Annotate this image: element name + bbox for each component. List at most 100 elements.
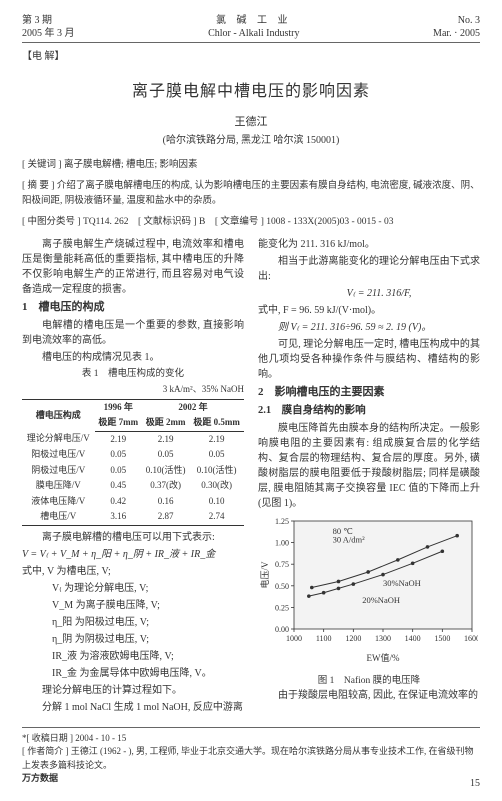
table-cell: 0.05	[95, 447, 142, 463]
issue-number: 第 3 期	[22, 14, 75, 27]
para-energy: 能变化为 211. 316 kJ/mol。	[258, 237, 480, 252]
journal-name-en: Chlor - Alkali Industry	[208, 27, 299, 40]
table-cell: 2.87	[142, 509, 189, 525]
para-calc-intro: 理论分解电压的计算过程如下。	[22, 683, 244, 698]
table-cell: 2.19	[142, 431, 189, 447]
formula-vr: V₍ = 211. 316/F,	[258, 286, 480, 301]
article-id-label: [ 文章编号 ]	[215, 217, 264, 227]
journal-name-cn: 氯 碱 工 业	[208, 14, 299, 27]
svg-text:1.00: 1.00	[275, 538, 289, 547]
svg-text:1600: 1600	[464, 634, 478, 643]
section-tag: 【电 解】	[22, 49, 480, 64]
svg-text:1200: 1200	[345, 634, 361, 643]
table-cell: 槽电压/V	[22, 509, 95, 525]
svg-text:0.75: 0.75	[275, 560, 289, 569]
classification-line: [ 中图分类号 ] TQ114. 262 [ 文献标识码 ] B [ 文章编号 …	[22, 215, 480, 229]
table1-caption: 表 1 槽电压构成的变化	[22, 367, 244, 381]
table-cell: 0.05	[142, 447, 189, 463]
received-date: *[ 收稿日期 ] 2004 - 10 - 15	[22, 732, 480, 746]
svg-text:0.00: 0.00	[275, 625, 289, 634]
page-footer: *[ 收稿日期 ] 2004 - 10 - 15 [ 作者简介 ] 王德江 (1…	[22, 727, 480, 792]
abstract-label: [ 摘 要 ]	[22, 181, 54, 191]
journal-header: 第 3 期 2005 年 3 月 氯 碱 工 业 Chlor - Alkali …	[22, 14, 480, 43]
th-gap7: 极距 7mm	[95, 415, 142, 431]
database-name: 万方数据	[22, 772, 58, 791]
sym-vr: V₍ 为理论分解电压, V;	[22, 581, 244, 596]
sym-eta-c: η_阴 为阴极过电压, V;	[22, 632, 244, 647]
table-cell: 3.16	[95, 509, 142, 525]
th-composition: 槽电压构成	[22, 399, 95, 431]
svg-text:0.25: 0.25	[275, 603, 289, 612]
clc-label: [ 中图分类号 ]	[22, 217, 81, 227]
para-membrane: 膜电压降首先由膜本身的结构所决定。一般影响膜电阻的主要因素有: 组成膜复合层的化…	[258, 421, 480, 511]
article-title: 离子膜电解中槽电压的影响因素	[22, 80, 480, 104]
abstract-text: 介绍了离子膜电解槽电压的构成, 认为影响槽电压的主要因素有膜自身结构, 电流密度…	[22, 181, 480, 206]
figure1-caption: 图 1 Nafion 膜的电压降	[258, 674, 480, 688]
sym-vm: V_M 为离子膜电压降, V;	[22, 598, 244, 613]
svg-text:EW值/%: EW值/%	[367, 652, 400, 663]
table-cell: 理论分解电压/V	[22, 431, 95, 447]
svg-text:30 A/dm²: 30 A/dm²	[333, 534, 366, 544]
right-column: 能变化为 211. 316 kJ/mol。 相当于此游离能变化的理论分解电压由下…	[258, 237, 480, 716]
table1-subcaption: 3 kA/m²、35% NaOH	[22, 383, 244, 397]
svg-text:20%NaOH: 20%NaOH	[362, 595, 400, 605]
para-derive: 相当于此游离能变化的理论分解电压由下式求出:	[258, 254, 480, 284]
para-F: 式中, F = 96. 59 kJ/(V·mol)。	[258, 303, 480, 318]
table-cell: 0.30(改)	[189, 478, 244, 494]
table-cell: 2.74	[189, 509, 244, 525]
table-cell: 0.45	[95, 478, 142, 494]
th-1996: 1996 年	[95, 399, 142, 415]
para-conclusion: 可见, 理论分解电压一定时, 槽电压构成中的其他几项均受各种操作条件与膜结构、槽…	[258, 337, 480, 382]
keywords-line: [ 关键词 ] 离子膜电解槽; 槽电压; 影响因素	[22, 158, 480, 173]
keywords-text: 离子膜电解槽; 槽电压; 影响因素	[64, 160, 198, 170]
para-1-2: 槽电压的构成情况见表 1。	[22, 350, 244, 365]
para-decompose: 分解 1 mol NaCl 生成 1 mol NaOH, 反应中游离	[22, 700, 244, 715]
table-cell: 阴极过电压/V	[22, 463, 95, 479]
table-cell: 0.10(活性)	[189, 463, 244, 479]
formula-vr-val: 则 V₍ = 211. 316÷96. 59 ≈ 2. 19 (V)。	[258, 320, 480, 335]
th-2002: 2002 年	[142, 399, 244, 415]
main-formula: V = V₍ + V_M + η_阳 + η_阴 + IR_液 + IR_金	[22, 547, 244, 562]
table-cell: 液体电压降/V	[22, 494, 95, 510]
formula-where: 式中, V 为槽电压, V;	[22, 564, 244, 579]
para-1-1: 电解槽的槽电压是一个重要的参数, 直接影响到电流效率的高低。	[22, 318, 244, 348]
svg-text:30%NaOH: 30%NaOH	[383, 577, 421, 587]
affiliation: (哈尔滨铁路分局, 黑龙江 哈尔滨 150001)	[22, 133, 480, 148]
table-cell: 0.10(活性)	[142, 463, 189, 479]
keywords-label: [ 关键词 ]	[22, 160, 62, 170]
figure-1: 0.000.250.500.751.001.251000110012001300…	[258, 515, 480, 670]
sym-eta-a: η_阳 为阳极过电压, V;	[22, 615, 244, 630]
table-cell: 0.42	[95, 494, 142, 510]
svg-text:1.25: 1.25	[275, 517, 289, 526]
th-gap2: 极距 2mm	[142, 415, 189, 431]
svg-text:1100: 1100	[316, 634, 332, 643]
table-1: 槽电压构成 1996 年 2002 年 极距 7mm 极距 2mm 极距 0.5…	[22, 399, 244, 526]
doc-code: B	[199, 217, 205, 227]
svg-text:1400: 1400	[405, 634, 421, 643]
svg-text:电压/V: 电压/V	[259, 561, 270, 589]
svg-text:1500: 1500	[434, 634, 450, 643]
nafion-chart: 0.000.250.500.751.001.251000110012001300…	[258, 515, 478, 665]
para-carboxyl: 由于羧酸层电阻较高, 因此, 在保证电流效率的	[258, 688, 480, 703]
para-formula-intro: 离子膜电解槽的槽电压可以用下式表示:	[22, 530, 244, 545]
author-bio: [ 作者简介 ] 王德江 (1962 - ), 男, 工程师, 毕业于北京交通大…	[22, 745, 480, 772]
para-intro: 离子膜电解生产烧碱过程中, 电流效率和槽电压是衡量能耗高低的重要指标, 其中槽电…	[22, 237, 244, 297]
table-cell: 2.19	[95, 431, 142, 447]
table-cell: 0.10	[189, 494, 244, 510]
clc-code: TQ114. 262	[83, 217, 129, 227]
table-cell: 0.16	[142, 494, 189, 510]
table-cell: 0.05	[95, 463, 142, 479]
table-cell: 阳极过电压/V	[22, 447, 95, 463]
table-cell: 0.05	[189, 447, 244, 463]
svg-text:0.50: 0.50	[275, 581, 289, 590]
th-gap05: 极距 0.5mm	[189, 415, 244, 431]
table-cell: 0.37(改)	[142, 478, 189, 494]
doc-label: [ 文献标识码 ]	[138, 217, 197, 227]
heading-2: 2 影响槽电压的主要因素	[258, 384, 480, 401]
abstract-line: [ 摘 要 ] 介绍了离子膜电解槽电压的构成, 认为影响槽电压的主要因素有膜自身…	[22, 179, 480, 209]
issue-no-en: No. 3	[433, 14, 480, 27]
heading-2-1: 2.1 膜自身结构的影响	[258, 403, 480, 419]
heading-1: 1 槽电压的构成	[22, 299, 244, 316]
sym-ir-met: IR_金 为金属导体中欧姆电压降, V。	[22, 666, 244, 681]
svg-text:1000: 1000	[286, 634, 302, 643]
